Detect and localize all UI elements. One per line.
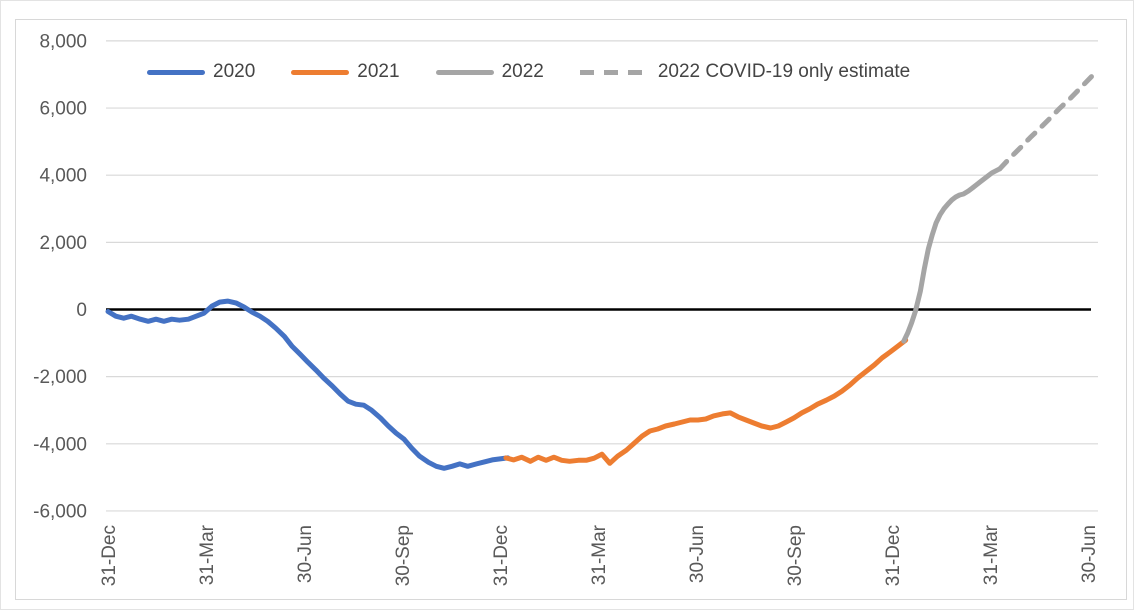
y-axis-tick-label: -6,000 bbox=[33, 501, 87, 522]
series-line-2022 bbox=[901, 166, 1003, 344]
x-axis-tick-label: 31-Dec bbox=[99, 525, 120, 586]
x-axis-tick-label: 30-Jun bbox=[687, 525, 708, 583]
legend-label: 2021 bbox=[357, 61, 400, 82]
legend-line-swatch bbox=[147, 69, 205, 75]
legend-line-swatch bbox=[435, 69, 494, 75]
legend-item-2020: 2020 bbox=[147, 61, 255, 83]
legend-label: 2020 bbox=[213, 61, 256, 82]
legend-line-swatch bbox=[291, 69, 350, 75]
x-axis-tick-label: 31-Mar bbox=[981, 524, 1002, 585]
x-axis-tick-label: 30-Jun bbox=[1079, 525, 1100, 583]
legend-label: 2022 bbox=[501, 61, 544, 82]
y-axis-tick-label: 4,000 bbox=[39, 166, 87, 187]
x-axis-tick-label: 31-Dec bbox=[883, 525, 904, 586]
legend-item-2022: 2022 bbox=[435, 61, 544, 83]
series-line-2022-covid-19-only-estimate bbox=[997, 73, 1095, 172]
y-axis-tick-label: -4,000 bbox=[33, 434, 87, 455]
series-line-2021 bbox=[503, 337, 909, 466]
x-axis-tick-label: 31-Dec bbox=[491, 525, 512, 586]
chart-legend: 2020 2021 2022 2022 COVID-19 only estimate bbox=[147, 61, 910, 83]
legend-item-2022-covid-19-only-estimate: 2022 COVID-19 only estimate bbox=[579, 61, 911, 83]
x-axis-tick-label: 31-Mar bbox=[589, 524, 610, 585]
y-axis-tick-label: -2,000 bbox=[33, 367, 87, 388]
x-axis-tick-label: 30-Jun bbox=[295, 525, 316, 583]
legend-label: 2022 COVID-19 only estimate bbox=[657, 61, 911, 82]
y-axis-tick-label: 6,000 bbox=[39, 99, 87, 120]
y-axis-tick-label: 2,000 bbox=[39, 233, 87, 254]
x-axis-tick-label: 31-Mar bbox=[197, 524, 218, 585]
series-line-2020 bbox=[105, 298, 511, 471]
legend-item-2021: 2021 bbox=[291, 61, 400, 83]
legend-dashed-line-swatch bbox=[579, 69, 650, 75]
y-axis-tick-label: 0 bbox=[76, 300, 87, 321]
y-axis-tick-label: 8,000 bbox=[39, 31, 87, 52]
x-axis-tick-label: 30-Sep bbox=[393, 525, 414, 586]
x-axis-tick-label: 30-Sep bbox=[785, 525, 806, 586]
